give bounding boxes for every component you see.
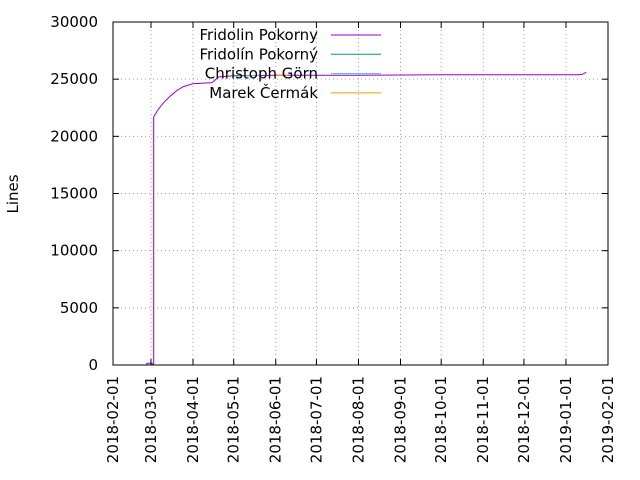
y-tick-label: 15000 [50,185,98,203]
grid-lines [113,22,608,365]
x-tick-label: 2018-07-01 [307,376,325,463]
x-tick-label: 2018-12-01 [515,376,533,463]
series-lines [113,71,587,366]
y-tick-label: 10000 [50,242,98,260]
x-tick-label: 2018-11-01 [474,376,492,463]
y-tick-label: 0 [88,356,98,374]
legend-label: Marek Čermák [209,83,318,102]
y-tick-label: 25000 [50,70,98,88]
x-axis: 2018-02-01 2018-03-01 2018-04-01 2018-05-01… [104,22,617,463]
x-tick-label: 2018-03-01 [142,376,160,463]
y-axis-label: Lines [4,174,22,213]
x-tick-label: 2018-06-01 [267,376,285,463]
x-tick-label: 2018-05-01 [225,376,243,463]
x-tick-label: 2018-08-01 [349,376,367,463]
x-tick-label: 2018-09-01 [392,376,410,463]
legend-label: Christoph Görn [205,65,318,83]
x-tick-label: 2018-10-01 [432,376,450,463]
y-tick-label: 30000 [50,13,98,31]
x-tick-label: 2018-02-01 [104,376,122,463]
x-tick-label: 2019-01-01 [557,376,575,463]
x-tick-label: 2019-02-01 [599,376,617,463]
legend-label: Fridolín Pokorný [200,45,319,63]
y-tick-label: 5000 [60,299,98,317]
y-tick-label: 20000 [50,127,98,145]
x-tick-label: 2018-04-01 [184,376,202,463]
legend-label: Fridolin Pokorny [200,26,319,44]
y-axis: 0 5000 10000 15000 20000 25000 30000 [50,13,608,374]
series-line [113,71,587,366]
